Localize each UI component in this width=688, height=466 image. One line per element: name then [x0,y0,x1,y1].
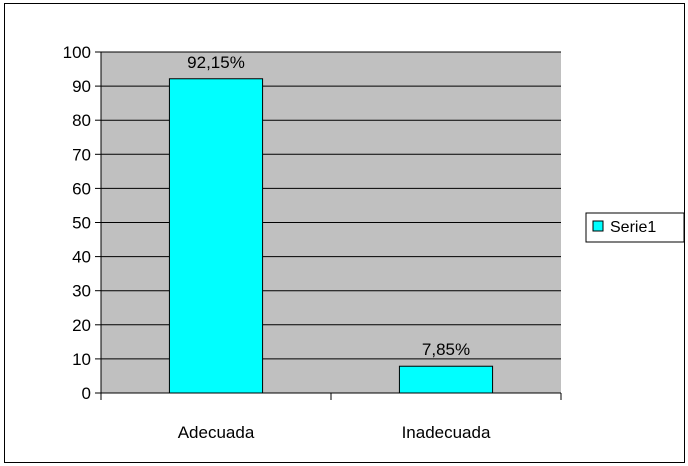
y-tick-label: 80 [72,111,91,130]
bar [398,365,494,394]
x-category-label: Inadecuada [402,423,491,442]
x-category-label: Adecuada [178,423,255,442]
bar [168,78,264,394]
y-tick-label: 60 [72,179,91,198]
y-tick-label: 90 [72,77,91,96]
legend: Serie1 [585,212,685,243]
legend-label: Serie1 [610,219,656,236]
legend-swatch [592,220,604,232]
y-tick-label: 0 [82,384,91,403]
y-tick-label: 30 [72,282,91,301]
y-tick-label: 100 [63,43,91,62]
y-tick-label: 50 [72,214,91,233]
y-tick-label: 40 [72,248,91,267]
data-label: 7,85% [422,340,470,359]
y-tick-label: 20 [72,316,91,335]
data-label: 92,15% [187,53,245,72]
y-tick-label: 10 [72,350,91,369]
plot-area: 0 10 20 30 40 50 60 70 80 90 100 92,15% Adecuada 7,85… [63,43,562,442]
y-tick-label: 70 [72,145,91,164]
